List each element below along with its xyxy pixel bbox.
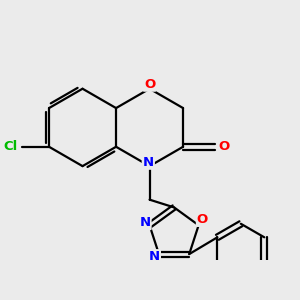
Text: N: N — [143, 156, 154, 169]
Text: O: O — [197, 213, 208, 226]
Text: Cl: Cl — [3, 140, 17, 153]
Text: N: N — [140, 216, 151, 229]
Text: O: O — [144, 78, 155, 91]
Text: O: O — [218, 140, 229, 153]
Text: N: N — [149, 250, 160, 263]
